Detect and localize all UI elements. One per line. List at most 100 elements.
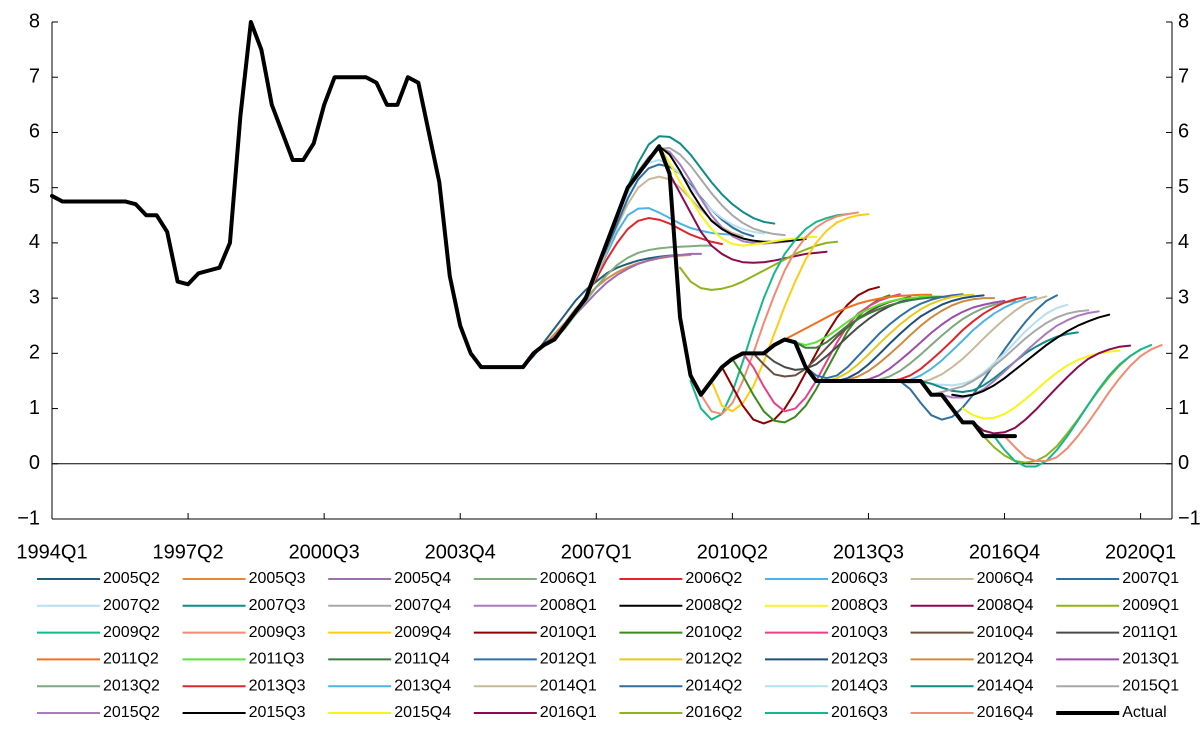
legend-label: Actual bbox=[1122, 704, 1166, 721]
x-tick-label: 1994Q1 bbox=[16, 541, 87, 563]
x-tick-label: 2016Q4 bbox=[969, 541, 1040, 563]
legend-label: 2006Q1 bbox=[540, 570, 597, 587]
legend-label: 2016Q2 bbox=[685, 704, 742, 721]
y-tick-label-right: 1 bbox=[1178, 397, 1189, 419]
series-line bbox=[930, 309, 1090, 396]
series-line bbox=[668, 172, 828, 264]
series-line bbox=[804, 293, 964, 380]
legend-label: 2008Q3 bbox=[831, 597, 888, 614]
series-line bbox=[741, 293, 901, 413]
series-line bbox=[553, 244, 713, 341]
legend-label: 2007Q3 bbox=[249, 597, 306, 614]
legend-label: 2012Q1 bbox=[540, 651, 597, 668]
series-line bbox=[909, 303, 1069, 387]
series-line bbox=[836, 297, 996, 382]
series-line bbox=[783, 295, 943, 347]
legend-label: 2005Q3 bbox=[249, 570, 306, 587]
legend-label: 2011Q1 bbox=[1122, 624, 1178, 641]
legend-label: 2011Q4 bbox=[394, 651, 450, 668]
x-tick-label: 1997Q2 bbox=[152, 541, 223, 563]
legend-label: 2007Q2 bbox=[103, 597, 160, 614]
y-tick-label: 7 bbox=[29, 66, 40, 88]
legend-label: 2006Q4 bbox=[977, 570, 1034, 587]
y-tick-label: 3 bbox=[29, 286, 40, 308]
y-tick-label-right: 3 bbox=[1178, 286, 1189, 308]
legend-label: 2012Q2 bbox=[685, 651, 742, 668]
series-line bbox=[972, 344, 1132, 435]
legend-label: 2016Q1 bbox=[540, 704, 597, 721]
legend-label: 2010Q3 bbox=[831, 624, 888, 641]
legend-label: 2009Q3 bbox=[249, 624, 306, 641]
x-tick-label: 2007Q1 bbox=[561, 541, 632, 563]
y-tick-label: −1 bbox=[17, 507, 40, 529]
series-line bbox=[961, 349, 1121, 420]
legend-label: 2007Q1 bbox=[1122, 570, 1179, 587]
y-tick-label: 6 bbox=[29, 121, 40, 143]
legend-label: 2007Q4 bbox=[394, 597, 451, 614]
y-tick-label: 5 bbox=[29, 176, 40, 198]
series-line bbox=[584, 175, 744, 300]
y-tick-label: 8 bbox=[29, 10, 40, 32]
series-line bbox=[773, 293, 933, 347]
series-line bbox=[679, 240, 839, 291]
legend-label: 2010Q1 bbox=[540, 624, 597, 641]
legend-label: 2015Q1 bbox=[1122, 677, 1179, 694]
legend-label: 2015Q3 bbox=[249, 704, 306, 721]
series-line bbox=[50, 20, 1017, 439]
y-tick-label: 1 bbox=[29, 397, 40, 419]
legend-label: 2014Q4 bbox=[977, 677, 1034, 694]
y-tick-label-right: 5 bbox=[1178, 176, 1189, 198]
series-line bbox=[522, 254, 682, 369]
x-tick-label: 2010Q2 bbox=[697, 541, 768, 563]
series-line bbox=[825, 294, 985, 382]
legend-label: 2005Q4 bbox=[394, 570, 451, 587]
x-tick-label: 2000Q3 bbox=[289, 541, 360, 563]
legend-label: 2012Q4 bbox=[977, 651, 1034, 668]
legend-label: 2006Q2 bbox=[685, 570, 742, 587]
series-line bbox=[794, 295, 954, 349]
legend-label: 2009Q4 bbox=[394, 624, 451, 641]
legend-label: 2011Q2 bbox=[103, 651, 159, 668]
legend-label: 2014Q3 bbox=[831, 677, 888, 694]
y-tick-label-right: 4 bbox=[1178, 231, 1189, 253]
series-line bbox=[856, 299, 1016, 382]
legend-label: 2006Q3 bbox=[831, 570, 888, 587]
legend-label: 2015Q2 bbox=[103, 704, 160, 721]
legend-label: 2008Q2 bbox=[685, 597, 742, 614]
legend-label: 2008Q4 bbox=[977, 597, 1034, 614]
legend-label: 2010Q2 bbox=[685, 624, 742, 641]
series-line bbox=[658, 145, 818, 247]
legend-label: 2014Q2 bbox=[685, 677, 742, 694]
legend-label: 2016Q4 bbox=[977, 704, 1034, 721]
series-line bbox=[752, 296, 912, 378]
series-line bbox=[1003, 344, 1163, 463]
legend-label: 2013Q3 bbox=[249, 677, 306, 694]
legend-label: 2013Q2 bbox=[103, 677, 160, 694]
legend-label: 2014Q1 bbox=[540, 677, 597, 694]
series-line bbox=[993, 344, 1153, 468]
legend-label: 2012Q3 bbox=[831, 651, 888, 668]
y-tick-label-right: 2 bbox=[1178, 342, 1189, 364]
y-tick-label: 2 bbox=[29, 342, 40, 364]
series-line bbox=[720, 286, 880, 425]
legend-label: 2013Q1 bbox=[1122, 651, 1179, 668]
legend-label: 2010Q4 bbox=[977, 624, 1034, 641]
y-tick-label: 0 bbox=[29, 452, 40, 474]
series-line bbox=[710, 213, 870, 413]
series-line bbox=[689, 213, 849, 421]
y-tick-label-right: −1 bbox=[1178, 507, 1201, 529]
y-tick-label: 4 bbox=[29, 231, 40, 253]
series-line bbox=[951, 313, 1111, 398]
y-tick-label-right: 0 bbox=[1178, 452, 1189, 474]
x-tick-label: 2013Q3 bbox=[833, 541, 904, 563]
legend-label: 2009Q1 bbox=[1122, 597, 1179, 614]
legend-label: 2016Q3 bbox=[831, 704, 888, 721]
legend-label: 2008Q1 bbox=[540, 597, 597, 614]
x-tick-label: 2020Q1 bbox=[1105, 541, 1176, 563]
legend-label: 2005Q2 bbox=[103, 570, 160, 587]
legend-label: 2011Q3 bbox=[249, 651, 305, 668]
series-line bbox=[846, 299, 1006, 382]
y-tick-label-right: 8 bbox=[1178, 10, 1189, 32]
